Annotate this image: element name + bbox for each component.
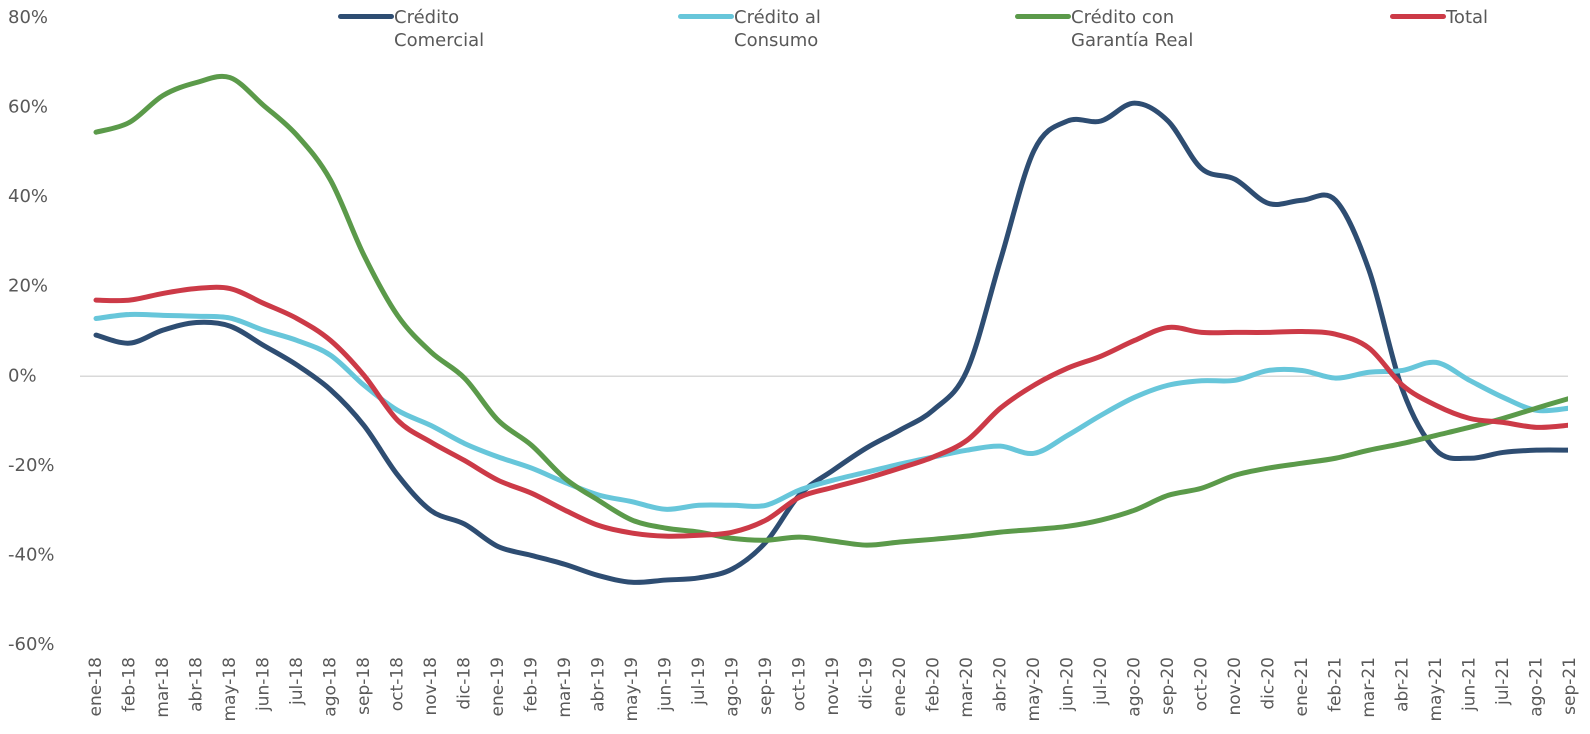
y-tick-label: 40% — [8, 186, 48, 207]
y-tick-label: -20% — [8, 455, 55, 476]
x-tick-label: feb-20 — [924, 657, 944, 712]
x-tick-label: nov-18 — [421, 657, 441, 716]
legend-swatch — [1390, 14, 1446, 19]
x-tick-label: oct-19 — [790, 657, 810, 711]
x-tick-label: sep-21 — [1560, 657, 1580, 715]
x-tick-label: abr-18 — [187, 657, 207, 712]
x-tick-label: jul-21 — [1493, 657, 1513, 706]
x-tick-label: mar-21 — [1359, 657, 1379, 718]
x-tick-label: jun-20 — [1058, 657, 1078, 712]
x-tick-label: ene-21 — [1292, 657, 1312, 716]
plot-area — [93, 73, 1568, 585]
series-line — [93, 73, 1568, 548]
y-tick-label: -40% — [8, 544, 55, 565]
y-tick-label: 60% — [8, 97, 48, 118]
x-tick-label: jun-21 — [1460, 657, 1480, 712]
x-tick-label: may-18 — [220, 657, 240, 722]
x-tick-label: nov-19 — [823, 657, 843, 716]
x-tick-label: sep-19 — [756, 657, 776, 715]
x-tick-label: dic-20 — [1259, 657, 1279, 710]
x-tick-label: ene-19 — [488, 657, 508, 716]
x-tick-label: jul-19 — [689, 657, 709, 706]
x-tick-label: ago-18 — [321, 657, 341, 717]
x-tick-label: dic-19 — [857, 657, 877, 710]
y-tick-label: -60% — [8, 634, 55, 655]
x-tick-label: feb-21 — [1326, 657, 1346, 712]
x-tick-label: sep-18 — [354, 657, 374, 715]
x-tick-label: abr-19 — [589, 657, 609, 712]
x-tick-label: oct-20 — [1192, 657, 1212, 711]
series-line — [93, 284, 1568, 539]
legend-item: Crédito al Consumo — [678, 6, 834, 52]
legend-label: Crédito con Garantía Real — [1071, 7, 1194, 51]
x-tick-label: may-19 — [622, 657, 642, 722]
x-tick-label: jul-18 — [287, 657, 307, 706]
legend-swatch — [1015, 14, 1071, 19]
x-tick-label: ene-18 — [86, 657, 106, 716]
x-tick-label: abr-20 — [991, 657, 1011, 712]
legend-label: Crédito Comercial — [394, 7, 485, 51]
series-line — [93, 100, 1568, 585]
x-tick-label: ene-20 — [890, 657, 910, 716]
x-tick-label: feb-18 — [120, 657, 140, 712]
x-tick-label: ago-19 — [723, 657, 743, 717]
y-tick-label: 80% — [8, 7, 48, 28]
legend-swatch — [678, 14, 734, 19]
x-tick-label: ago-21 — [1527, 657, 1547, 717]
legend-swatch — [338, 14, 394, 19]
x-tick-label: feb-19 — [522, 657, 542, 712]
x-tick-label: nov-20 — [1225, 657, 1245, 716]
x-tick-label: sep-20 — [1158, 657, 1178, 715]
x-tick-label: may-21 — [1426, 657, 1446, 722]
x-tick-label: mar-20 — [957, 657, 977, 718]
x-tick-label: may-20 — [1024, 657, 1044, 722]
y-tick-label: 0% — [8, 365, 37, 386]
x-tick-label: ago-20 — [1125, 657, 1145, 717]
x-tick-label: jun-19 — [656, 657, 676, 712]
x-tick-label: dic-18 — [455, 657, 475, 710]
x-tick-label: abr-21 — [1393, 657, 1413, 712]
x-tick-label: jun-18 — [254, 657, 274, 712]
series-line — [93, 311, 1568, 512]
x-tick-label: oct-18 — [388, 657, 408, 711]
x-tick-label: mar-19 — [555, 657, 575, 718]
y-tick-label: 20% — [8, 276, 48, 297]
legend-item: Crédito Comercial — [338, 6, 494, 52]
legend-item: Crédito con Garantía Real — [1015, 6, 1206, 52]
legend-item: Total — [1390, 6, 1546, 29]
x-tick-label: mar-18 — [153, 657, 173, 718]
x-tick-label: jul-20 — [1091, 657, 1111, 706]
legend-label: Total — [1446, 7, 1489, 28]
legend-label: Crédito al Consumo — [734, 7, 821, 51]
